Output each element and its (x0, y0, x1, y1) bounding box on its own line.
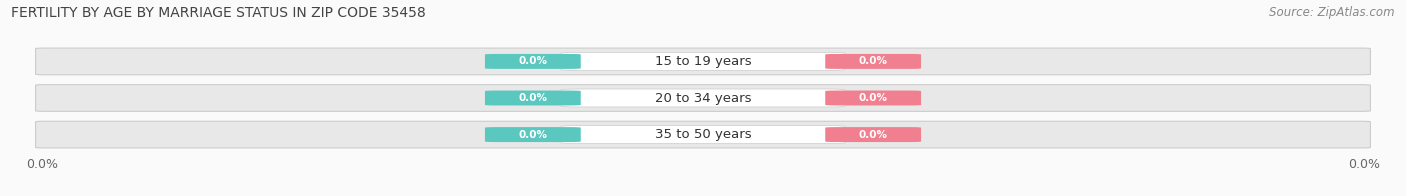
Text: 0.0%: 0.0% (519, 56, 547, 66)
Text: 35 to 50 years: 35 to 50 years (655, 128, 751, 141)
Text: 20 to 34 years: 20 to 34 years (655, 92, 751, 104)
Text: FERTILITY BY AGE BY MARRIAGE STATUS IN ZIP CODE 35458: FERTILITY BY AGE BY MARRIAGE STATUS IN Z… (11, 6, 426, 20)
FancyBboxPatch shape (825, 54, 921, 69)
FancyBboxPatch shape (35, 121, 1371, 148)
FancyBboxPatch shape (561, 126, 845, 143)
FancyBboxPatch shape (561, 53, 845, 70)
FancyBboxPatch shape (485, 91, 581, 105)
Text: 0.0%: 0.0% (519, 130, 547, 140)
Text: 0.0%: 0.0% (859, 93, 887, 103)
FancyBboxPatch shape (825, 91, 921, 105)
Text: Source: ZipAtlas.com: Source: ZipAtlas.com (1270, 6, 1395, 19)
FancyBboxPatch shape (485, 54, 581, 69)
FancyBboxPatch shape (35, 48, 1371, 75)
Text: 0.0%: 0.0% (859, 56, 887, 66)
FancyBboxPatch shape (825, 127, 921, 142)
Text: 0.0%: 0.0% (859, 130, 887, 140)
Text: 0.0%: 0.0% (519, 93, 547, 103)
FancyBboxPatch shape (485, 127, 581, 142)
FancyBboxPatch shape (35, 85, 1371, 111)
Text: 15 to 19 years: 15 to 19 years (655, 55, 751, 68)
FancyBboxPatch shape (561, 89, 845, 107)
